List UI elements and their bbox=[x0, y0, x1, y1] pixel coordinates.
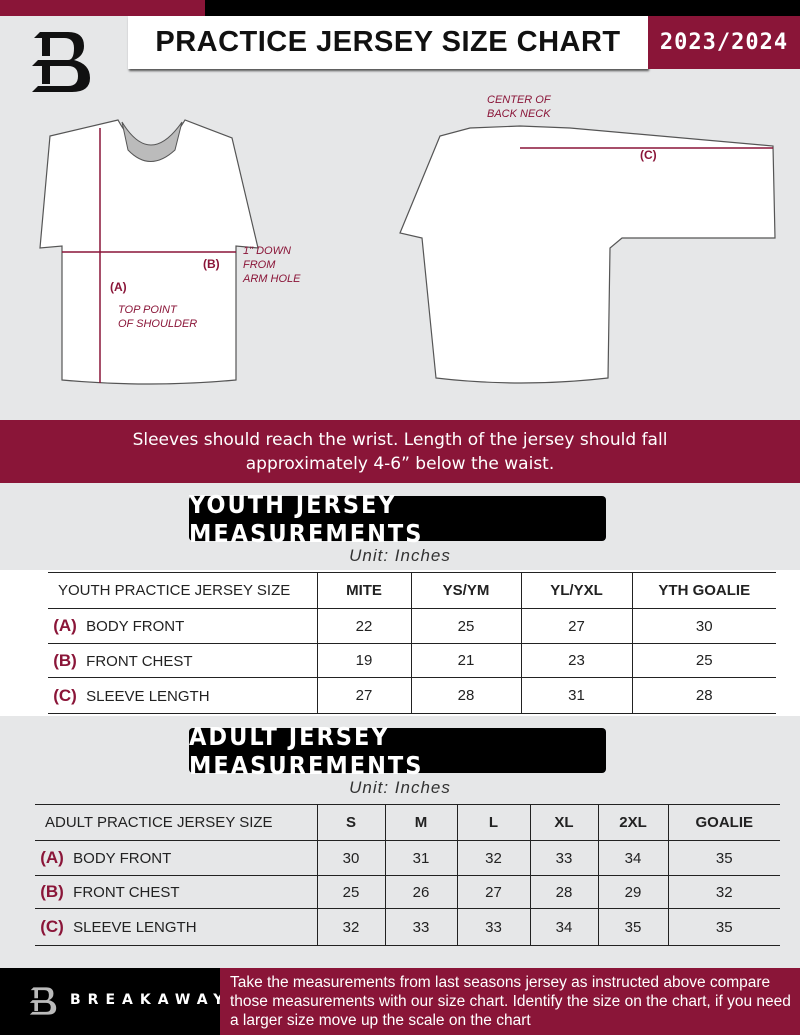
cell: 25 bbox=[411, 608, 522, 644]
cell: 26 bbox=[385, 875, 458, 909]
size-header: M bbox=[385, 804, 458, 841]
row-letter: (A) bbox=[40, 848, 64, 867]
label-c: (C) bbox=[640, 148, 657, 162]
footer-logo-icon bbox=[29, 987, 57, 1015]
row-label: SLEEVE LENGTH bbox=[86, 687, 210, 705]
cell: 33 bbox=[385, 908, 458, 946]
size-header: MITE bbox=[317, 572, 412, 609]
row-letter: (A) bbox=[53, 616, 77, 635]
row-label: BODY FRONT bbox=[73, 850, 172, 867]
note-a: TOP POINT OF SHOULDER bbox=[118, 304, 198, 330]
cell: 23 bbox=[521, 643, 633, 678]
cell: 35 bbox=[668, 908, 780, 946]
cell: 21 bbox=[411, 643, 522, 678]
cell: 25 bbox=[317, 875, 386, 909]
cell: 25 bbox=[632, 643, 776, 678]
table-header-label: ADULT PRACTICE JERSEY SIZE bbox=[35, 804, 318, 841]
size-header: YS/YM bbox=[411, 572, 522, 609]
adult-size-table: ADULT PRACTICE JERSEY SIZE S M L XL 2XL GOALI… bbox=[35, 804, 780, 946]
youth-heading: YOUTH JERSEY MEASUREMENTS bbox=[189, 490, 606, 548]
cell: 35 bbox=[668, 840, 780, 876]
note-b: 1" DOWN FROM ARM HOLE bbox=[243, 245, 301, 285]
size-header: GOALIE bbox=[668, 804, 780, 841]
cell: 29 bbox=[598, 875, 669, 909]
cell: 31 bbox=[385, 840, 458, 876]
cell: 30 bbox=[317, 840, 386, 876]
table-header-label: YOUTH PRACTICE JERSEY SIZE bbox=[48, 572, 318, 609]
size-header: L bbox=[457, 804, 531, 841]
table-row: (A) BODY FRONT 30 31 32 33 34 35 bbox=[35, 840, 780, 876]
brand-name: BREAKAWAY bbox=[70, 992, 231, 1008]
row-letter: (B) bbox=[53, 650, 77, 670]
footer-instructions: Take the measurements from last seasons … bbox=[220, 968, 800, 1035]
row-label: SLEEVE LENGTH bbox=[73, 919, 197, 936]
size-header: 2XL bbox=[598, 804, 669, 841]
adult-unit: Unit: Inches bbox=[349, 778, 451, 797]
note-back-neck: CENTER OF BACK NECK bbox=[487, 94, 551, 120]
instructions-line-1: Sleeves should reach the wrist. Length o… bbox=[132, 430, 668, 450]
cell: 32 bbox=[457, 840, 531, 876]
table-row: (C) SLEEVE LENGTH 27 28 31 28 bbox=[48, 677, 776, 714]
table-row: (B) FRONT CHEST 25 26 27 28 29 32 bbox=[35, 875, 780, 909]
youth-unit: Unit: Inches bbox=[349, 546, 451, 565]
breakaway-logo bbox=[32, 32, 90, 92]
row-label: BODY FRONT bbox=[86, 618, 185, 635]
cell: 35 bbox=[598, 908, 669, 946]
jersey-back bbox=[399, 125, 776, 384]
top-accent-bar bbox=[0, 0, 205, 16]
cell: 28 bbox=[411, 677, 522, 714]
cell: 32 bbox=[668, 875, 780, 909]
row-letter: (B) bbox=[40, 882, 64, 901]
cell: 22 bbox=[317, 608, 412, 644]
size-header: YL/YXL bbox=[521, 572, 633, 609]
cell: 27 bbox=[457, 875, 531, 909]
row-label: FRONT CHEST bbox=[73, 884, 180, 901]
row-label: FRONT CHEST bbox=[86, 652, 193, 670]
cell: 33 bbox=[530, 840, 599, 876]
season-badge: 2023/2024 bbox=[648, 16, 800, 69]
youth-size-table: YOUTH PRACTICE JERSEY SIZE MITE YS/YM YL/Y… bbox=[48, 572, 776, 714]
cell: 27 bbox=[521, 608, 633, 644]
cell: 31 bbox=[521, 677, 633, 714]
label-a: (A) bbox=[110, 280, 127, 294]
size-header: XL bbox=[530, 804, 599, 841]
instructions-line-2: approximately 4-6” below the waist. bbox=[245, 454, 555, 474]
label-b: (B) bbox=[203, 257, 220, 271]
instructions-band: Sleeves should reach the wrist. Length o… bbox=[0, 420, 800, 483]
top-black-bar bbox=[205, 0, 800, 16]
cell: 33 bbox=[457, 908, 531, 946]
size-header: YTH GOALIE bbox=[632, 572, 776, 609]
cell: 27 bbox=[317, 677, 412, 714]
cell: 30 bbox=[632, 608, 776, 644]
table-row: (A) BODY FRONT 22 25 27 30 bbox=[48, 608, 776, 644]
cell: 28 bbox=[632, 677, 776, 714]
cell: 19 bbox=[317, 643, 412, 678]
cell: 28 bbox=[530, 875, 599, 909]
jersey-diagram bbox=[39, 119, 776, 385]
adult-heading: ADULT JERSEY MEASUREMENTS bbox=[189, 722, 606, 780]
page-title: PRACTICE JERSEY SIZE CHART bbox=[128, 16, 648, 69]
table-row: (C) SLEEVE LENGTH 32 33 33 34 35 35 bbox=[35, 908, 780, 946]
row-letter: (C) bbox=[53, 685, 77, 705]
size-header: S bbox=[317, 804, 386, 841]
row-letter: (C) bbox=[40, 917, 64, 936]
table-row: (B) FRONT CHEST 19 21 23 25 bbox=[48, 643, 776, 678]
cell: 34 bbox=[530, 908, 599, 946]
cell: 34 bbox=[598, 840, 669, 876]
cell: 32 bbox=[317, 908, 386, 946]
